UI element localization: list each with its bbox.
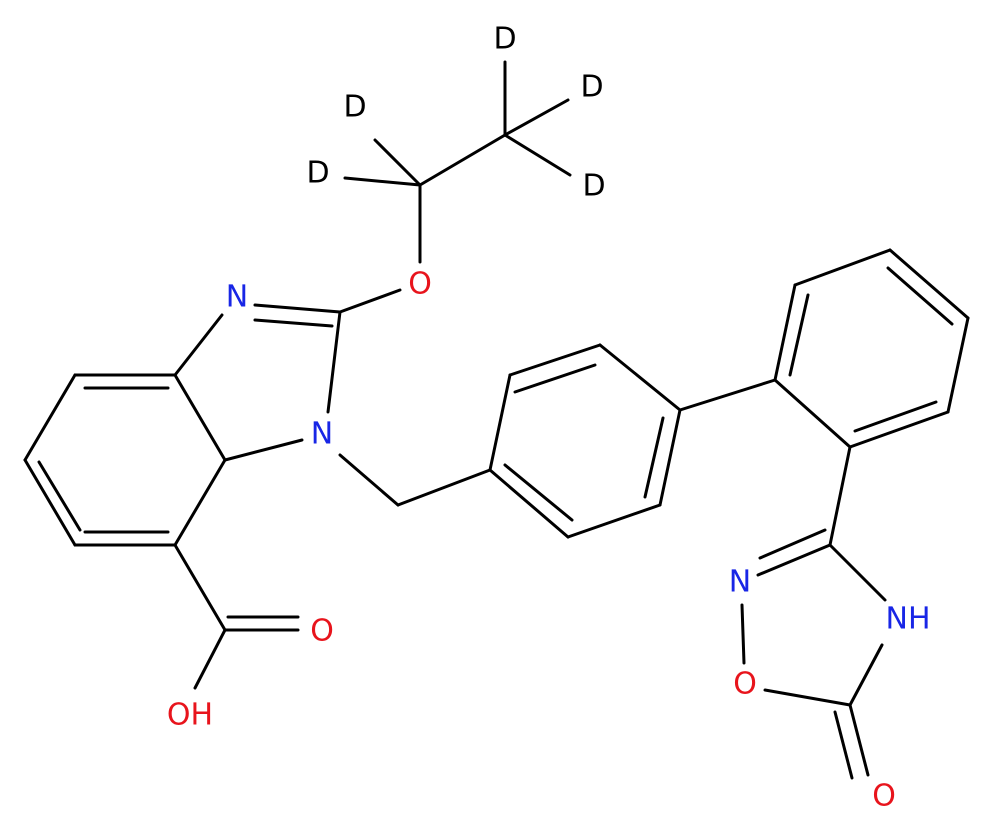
atom-label: NH — [886, 602, 931, 637]
atom-label: D — [306, 156, 329, 191]
atom-label: D — [493, 22, 516, 57]
atom-label: O — [310, 614, 334, 649]
atom-label: N — [226, 280, 248, 315]
atom-label: D — [580, 70, 603, 105]
atom-label: O — [408, 267, 432, 302]
atom-label: O — [733, 667, 757, 702]
atom-label: OH — [167, 698, 213, 733]
atom-label: O — [872, 779, 896, 814]
bonds — [23, 60, 970, 780]
atom-label: D — [582, 169, 605, 204]
atom-labels: D D D D D O N N O OH N NH O O — [167, 22, 931, 814]
atom-label: D — [343, 90, 366, 125]
atom-label: N — [311, 417, 333, 452]
atom-label: N — [729, 565, 751, 600]
